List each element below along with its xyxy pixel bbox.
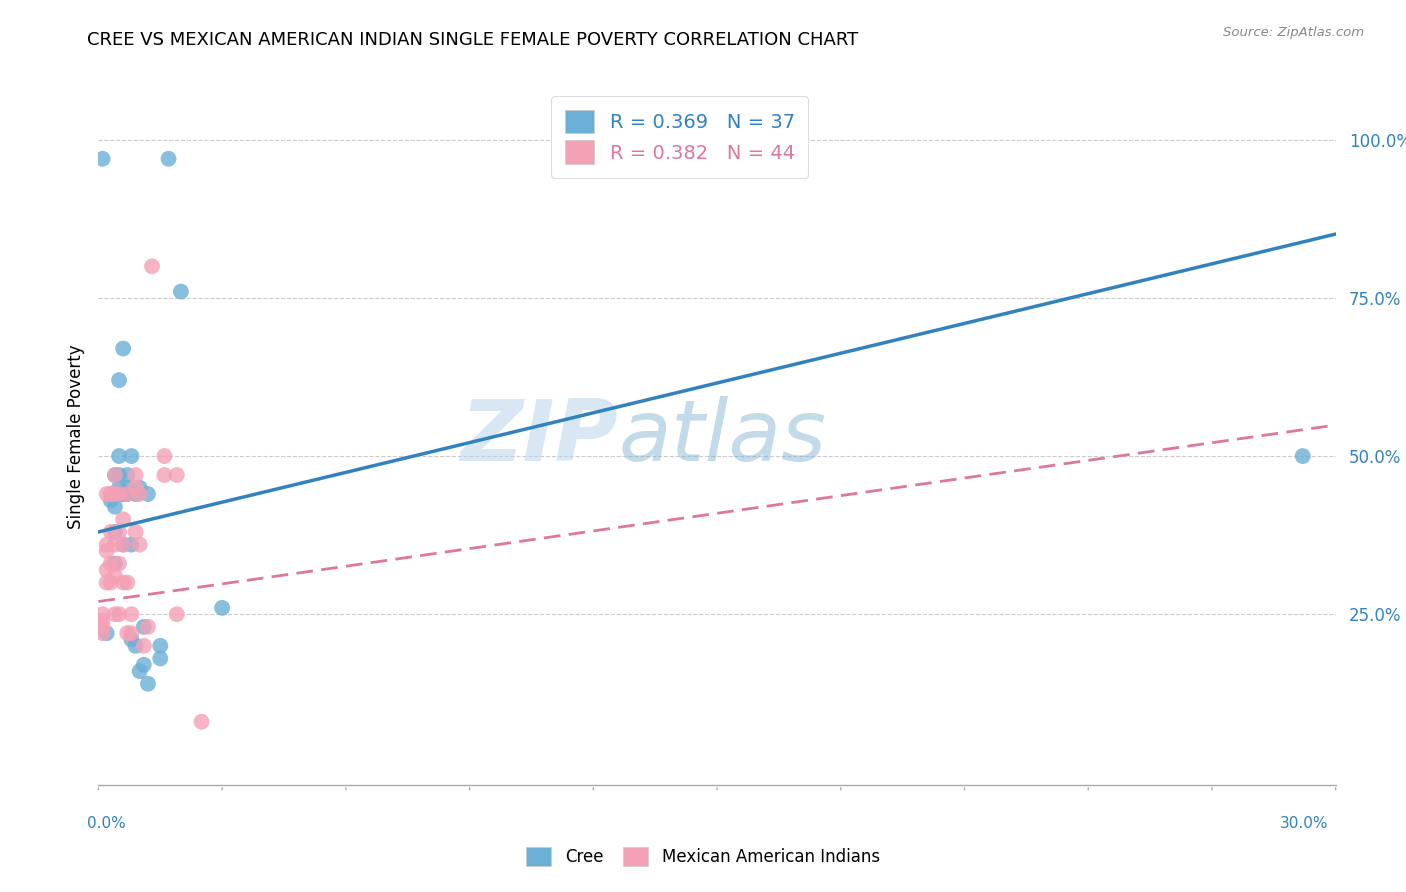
Point [96, 575, 118, 590]
Text: ZIP: ZIP [460, 395, 619, 479]
Point [128, 487, 150, 501]
Point [108, 481, 131, 495]
Point [170, 285, 193, 299]
Legend: Cree, Mexican American Indians: Cree, Mexican American Indians [517, 838, 889, 875]
Point [132, 657, 155, 672]
Point [91, 614, 114, 628]
Point [112, 538, 135, 552]
Point [96, 563, 118, 577]
Point [136, 487, 159, 501]
Text: 30.0%: 30.0% [1281, 816, 1329, 830]
Point [153, 468, 176, 483]
Legend: R = 0.369   N = 37, R = 0.382   N = 44: R = 0.369 N = 37, R = 0.382 N = 44 [551, 96, 808, 178]
Point [120, 449, 142, 463]
Text: CREE VS MEXICAN AMERICAN INDIAN SINGLE FEMALE POVERTY CORRELATION CHART: CREE VS MEXICAN AMERICAN INDIAN SINGLE F… [87, 30, 859, 48]
Point [166, 607, 188, 622]
Point [108, 487, 131, 501]
Point [104, 468, 127, 483]
Point [96, 544, 118, 558]
Point [96, 626, 118, 640]
Point [124, 481, 146, 495]
Point [120, 538, 142, 552]
Point [100, 493, 122, 508]
Point [124, 468, 146, 483]
Point [108, 524, 131, 539]
Point [108, 468, 131, 483]
Point [104, 468, 127, 483]
Point [157, 152, 180, 166]
Point [112, 342, 135, 356]
Point [112, 538, 135, 552]
Point [104, 487, 127, 501]
Point [124, 487, 146, 501]
Point [120, 626, 142, 640]
Point [190, 714, 212, 729]
Point [91, 626, 114, 640]
Point [141, 260, 163, 274]
Point [153, 449, 176, 463]
Point [100, 524, 122, 539]
Point [96, 487, 118, 501]
Point [117, 487, 139, 501]
Text: Source: ZipAtlas.com: Source: ZipAtlas.com [1223, 26, 1364, 38]
Point [149, 651, 172, 665]
Point [128, 481, 150, 495]
Point [117, 626, 139, 640]
Point [96, 538, 118, 552]
Point [132, 639, 155, 653]
Point [136, 677, 159, 691]
Point [91, 152, 114, 166]
Point [166, 468, 188, 483]
Point [120, 632, 142, 647]
Point [104, 487, 127, 501]
Point [136, 620, 159, 634]
Y-axis label: Single Female Poverty: Single Female Poverty [66, 345, 84, 529]
Point [124, 524, 146, 539]
Point [149, 639, 172, 653]
Point [112, 575, 135, 590]
Point [1292, 449, 1315, 463]
Point [104, 607, 127, 622]
Point [104, 500, 127, 514]
Point [100, 487, 122, 501]
Point [108, 449, 131, 463]
Text: 0.0%: 0.0% [87, 816, 127, 830]
Point [104, 538, 127, 552]
Point [100, 487, 122, 501]
Point [211, 600, 233, 615]
Point [128, 538, 150, 552]
Point [132, 620, 155, 634]
Point [112, 512, 135, 526]
Point [108, 373, 131, 387]
Point [117, 468, 139, 483]
Point [100, 557, 122, 571]
Point [108, 557, 131, 571]
Point [104, 557, 127, 571]
Point [108, 607, 131, 622]
Point [104, 569, 127, 583]
Point [120, 607, 142, 622]
Point [117, 481, 139, 495]
Point [104, 524, 127, 539]
Point [91, 620, 114, 634]
Point [112, 487, 135, 501]
Point [117, 487, 139, 501]
Text: atlas: atlas [619, 395, 827, 479]
Point [128, 664, 150, 678]
Point [100, 575, 122, 590]
Point [112, 487, 135, 501]
Point [124, 639, 146, 653]
Point [108, 487, 131, 501]
Point [117, 575, 139, 590]
Point [91, 607, 114, 622]
